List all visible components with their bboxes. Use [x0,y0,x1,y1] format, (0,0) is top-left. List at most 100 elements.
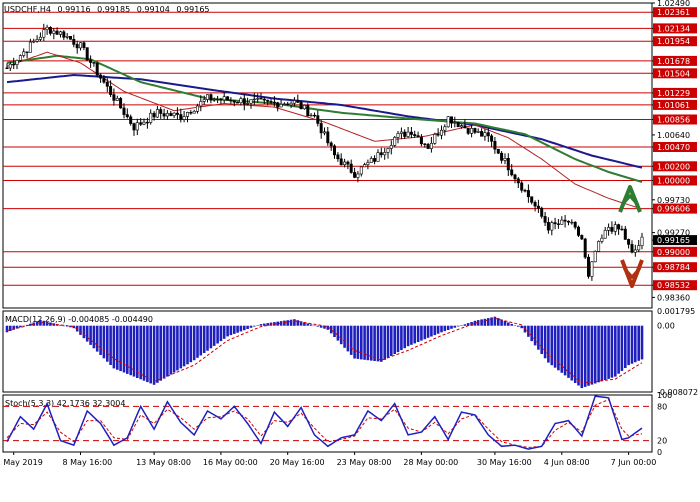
macd-histogram-bar [410,325,413,345]
candle-body [79,42,83,49]
macd-histogram-bar [149,325,152,384]
candle-body [202,99,206,102]
candle-body [329,142,333,147]
macd-histogram-bar [266,323,269,326]
level-price-label: 1.02361 [657,8,690,17]
macd-axis-label: 0.00 [657,322,675,331]
candle-body [406,131,410,137]
price-pane-frame [2,2,653,309]
macd-histogram-bar [634,325,637,363]
candle-body [256,98,260,100]
candle-body [363,164,367,168]
candle-body [18,55,22,61]
macd-histogram-bar [269,322,273,326]
low-value: 0.99104 [137,5,170,14]
candle-body [560,219,564,225]
level-price-tag [653,36,697,47]
macd-histogram-bar [289,319,293,326]
macd-histogram-bar [533,325,537,346]
macd-histogram-bar [363,325,366,360]
candle-body [536,205,540,209]
macd-histogram-bar [593,325,597,384]
macd-histogram-bar [483,318,487,326]
macd-axis-label: 0.001795 [657,307,695,316]
stochastic-pane: Stoch(5,3,3) 42.1736 32.3004 100 80 20 0 [2,391,672,457]
time-axis-label: 28 May 00:00 [403,458,458,467]
current-price-label: 0.99165 [657,236,690,245]
candle-body [92,62,96,64]
macd-histogram-bar [440,325,443,333]
macd-histogram-bar [333,325,336,337]
candle-body [627,239,631,245]
candle-body [429,143,433,149]
candle-body [373,158,377,162]
macd-histogram-bar [233,325,236,334]
macd-histogram-bar [373,325,376,361]
macd-pane: MACD(12,26,9) -0.004085 -0.004490 0.00179… [2,307,698,397]
candle-body [409,131,413,135]
macd-histogram-bar [119,325,122,372]
candle-body [506,158,510,171]
candle-body [523,190,527,192]
open-value: 0.99116 [58,5,91,14]
level-price-label: 1.01678 [657,57,690,66]
macd-histogram-bar [129,325,132,376]
candle-body [165,113,169,117]
level-price-label: 1.02134 [657,24,690,33]
level-price-tag [653,55,697,66]
candle-body [483,132,487,137]
candle-body [510,169,514,176]
level-price-tag [653,161,697,172]
macd-histogram-bar [563,325,567,376]
macd-histogram-bar [152,325,156,385]
candle-body [162,113,166,117]
macd-histogram-bar [507,322,510,326]
candle-body [112,94,116,101]
stoch-axis-label: 0 [657,448,662,457]
macd-histogram-bar [299,321,303,326]
candle-body [433,134,437,144]
macd-histogram-bar [132,325,136,377]
candle-body [359,166,363,175]
macd-histogram-bar [283,320,286,326]
macd-histogram-bar [406,325,410,347]
candle-body [89,59,93,63]
candle-body [175,112,179,115]
macd-histogram-bar [15,325,19,329]
candle-body [466,127,470,134]
macd-histogram-bar [249,325,253,328]
candle-body [52,30,56,34]
candle-body [490,135,494,142]
candle-body [486,132,490,137]
macd-histogram-bar [543,325,547,359]
candle-body [470,128,474,134]
macd-histogram-bar [466,323,470,326]
macd-histogram-bar [179,325,183,369]
level-price-tag [653,246,697,257]
macd-histogram-bar [436,325,440,334]
macd-histogram-bar [587,325,590,386]
macd-histogram-bar [259,324,263,326]
candle-body [266,99,270,102]
macd-histogram-bar [19,325,22,328]
candle-body [169,113,173,116]
level-price-label: 0.99606 [657,205,690,214]
macd-histogram-bar [446,325,450,330]
candle-body [379,152,383,156]
candle-body [399,131,403,134]
candle-body [209,94,213,101]
candle-body [189,112,193,114]
candle-body [38,36,42,40]
candle-body [282,103,286,106]
macd-histogram-bar [580,325,584,389]
candle-body [25,51,29,53]
candle-body [503,158,507,161]
macd-histogram-bar [256,325,259,326]
candle-body [590,261,594,277]
candle-body [640,236,644,246]
level-price-label: 1.00000 [657,177,690,186]
candle-body [446,116,450,128]
macd-histogram-bar [500,319,503,326]
candle-body [600,237,604,242]
